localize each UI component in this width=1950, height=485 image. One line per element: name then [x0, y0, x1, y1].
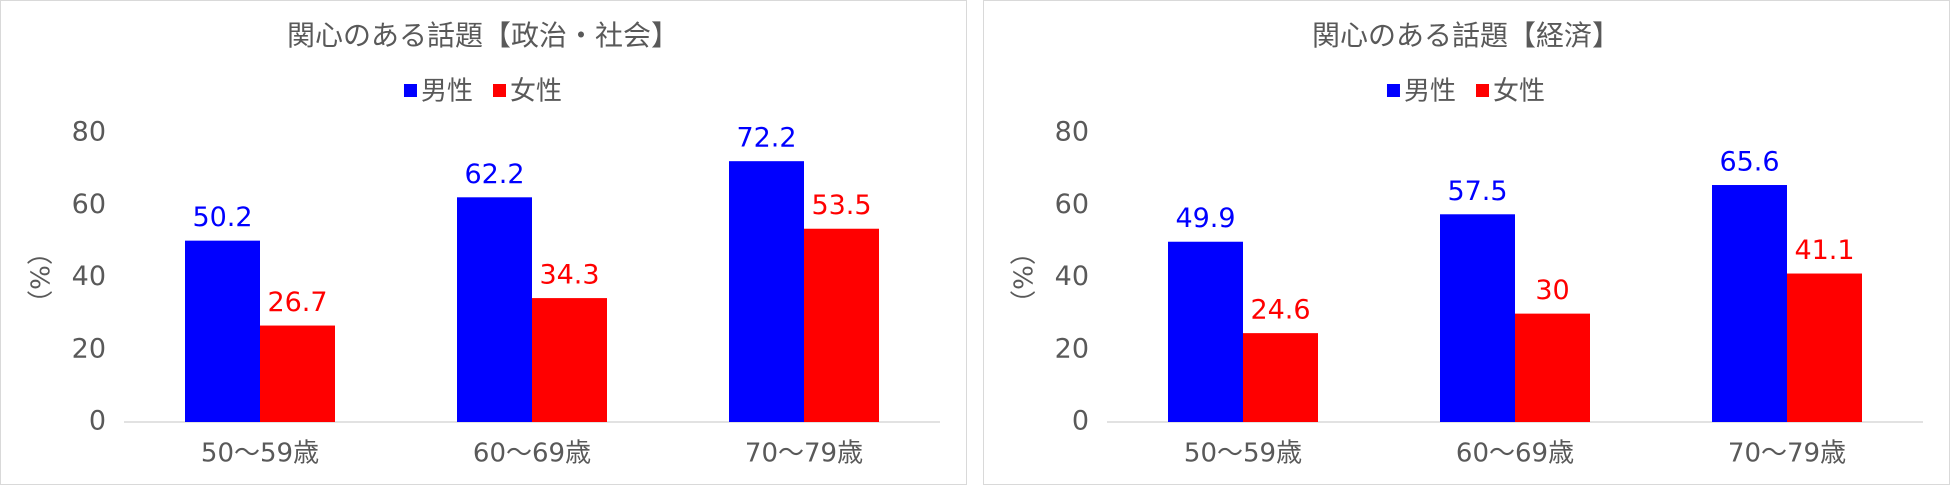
bar	[1712, 185, 1787, 422]
y-axis-label: （%）	[1010, 239, 1040, 316]
x-tick-label: 60～69歳	[473, 439, 591, 469]
legend-swatch	[1386, 84, 1400, 97]
x-tick-label: 50～59歳	[1184, 439, 1302, 469]
chart-panel: 関心のある話題【政治・社会】男性 女性 （%） 0 20 40 60 80 50～59歳 50.2…	[0, 0, 967, 485]
y-tick-label: 60	[72, 189, 106, 220]
data-label: 49.9	[1175, 203, 1235, 234]
chart-panel: 関心のある話題【経済】男性 女性 （%） 0 20 40 60 80 50～59歳 49.9 24.…	[983, 0, 1950, 485]
legend: 男性 女性	[1386, 77, 1545, 107]
legend: 男性 女性	[403, 77, 562, 107]
data-label: 34.3	[539, 260, 599, 291]
bar	[457, 197, 532, 422]
data-label: 65.6	[1719, 147, 1779, 178]
y-tick-label: 80	[72, 117, 106, 148]
y-tick-label: 0	[1072, 406, 1089, 437]
bar	[532, 298, 607, 422]
chart-title: 関心のある話題【政治・社会】	[287, 19, 679, 52]
legend-label: 女性	[1493, 77, 1545, 107]
data-label: 57.5	[1447, 176, 1507, 207]
chart-title: 関心のある話題【経済】	[1312, 19, 1620, 52]
data-label: 30	[1535, 275, 1569, 306]
data-label: 72.2	[736, 123, 796, 154]
data-label: 53.5	[811, 190, 871, 221]
legend-label: 男性	[1404, 77, 1456, 107]
y-tick-label: 0	[89, 406, 106, 437]
x-tick-label: 50～59歳	[201, 439, 319, 469]
bar	[1787, 273, 1862, 422]
bar	[729, 161, 804, 423]
legend-swatch	[493, 84, 506, 97]
x-tick-label: 70～79歳	[1728, 439, 1846, 469]
y-tick-label: 40	[72, 261, 106, 292]
bar	[185, 240, 260, 422]
data-label: 41.1	[1794, 235, 1854, 266]
y-tick-label: 80	[1055, 117, 1089, 148]
data-label: 50.2	[192, 202, 252, 233]
legend-swatch	[1476, 84, 1489, 97]
x-tick-label: 70～79歳	[745, 439, 863, 469]
x-tick-label: 60～69歳	[1456, 439, 1574, 469]
y-tick-label: 60	[1055, 189, 1089, 220]
bar	[260, 325, 335, 422]
data-label: 26.7	[267, 287, 327, 318]
legend-label: 女性	[510, 77, 562, 107]
data-label: 24.6	[1250, 295, 1310, 326]
bar	[804, 228, 879, 422]
y-axis-label: （%）	[27, 239, 57, 316]
legend-label: 男性	[421, 77, 473, 107]
bar	[1168, 241, 1243, 422]
bar	[1440, 214, 1515, 422]
legend-swatch	[403, 84, 417, 97]
y-tick-label: 20	[1055, 333, 1089, 364]
y-tick-label: 40	[1055, 261, 1089, 292]
y-tick-label: 20	[72, 333, 106, 364]
bar	[1243, 333, 1318, 422]
data-label: 62.2	[464, 159, 524, 190]
bar	[1515, 313, 1590, 422]
